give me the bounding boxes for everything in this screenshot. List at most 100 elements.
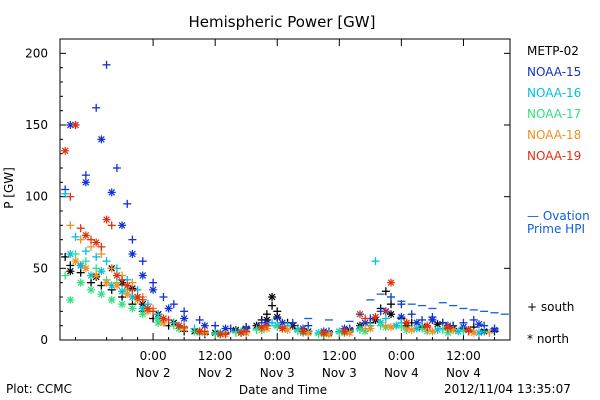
- x-tick-label-time: 12:00: [198, 349, 233, 363]
- data-point-south: [128, 235, 137, 244]
- data-point-south: [87, 278, 96, 287]
- ovation-series: [304, 293, 509, 323]
- legend-item: NOAA-17: [527, 107, 581, 121]
- data-point-south: [288, 318, 297, 327]
- data-point-south: [128, 285, 137, 294]
- data-point-south: [480, 327, 489, 336]
- ovation-label-line1: — Ovation: [527, 209, 590, 223]
- legend-item: NOAA-19: [527, 149, 581, 163]
- y-axis-label: P [GW]: [2, 167, 16, 209]
- data-point-south: [180, 307, 189, 316]
- data-point-north: [237, 328, 246, 337]
- data-point-north: [387, 310, 396, 319]
- data-point-south: [356, 325, 364, 334]
- data-point-north: [402, 318, 411, 327]
- data-point-north: [278, 324, 287, 333]
- data-point-south: [102, 257, 111, 266]
- data-point-north: [324, 330, 333, 339]
- data-point-south: [273, 314, 282, 323]
- x-tick-label-date: Nov 2: [136, 366, 171, 380]
- data-point-south: [97, 242, 106, 251]
- data-point-north: [423, 321, 432, 330]
- data-point-south: [107, 221, 116, 230]
- data-point-south: [169, 300, 178, 309]
- data-point-north: [123, 290, 132, 299]
- data-point-north: [107, 188, 116, 197]
- data-point-north: [257, 323, 266, 332]
- data-point-south: [149, 278, 158, 287]
- data-point-north: [149, 285, 158, 294]
- data-point-north: [81, 178, 90, 187]
- data-point-north: [159, 314, 168, 323]
- legend-item: NOAA-18: [527, 128, 581, 142]
- data-point-south: [381, 321, 390, 330]
- data-point-south: [159, 293, 168, 301]
- y-axis-ticks: 0 50 100 150 200: [25, 46, 510, 347]
- data-point-north: [128, 250, 137, 258]
- data-point-north: [107, 295, 116, 304]
- data-point-south: [180, 323, 189, 332]
- legend-item: NOAA-15: [527, 65, 581, 79]
- data-point-north: [128, 304, 137, 313]
- data-point-south: [112, 164, 121, 172]
- chart-title: Hemispheric Power [GW]: [189, 13, 376, 31]
- data-point-north: [216, 330, 225, 339]
- data-point-north: [366, 324, 375, 333]
- y-tick-label: 0: [40, 333, 48, 347]
- data-point-south: [81, 171, 90, 180]
- data-point-south: [381, 314, 390, 323]
- data-point-south: [361, 314, 370, 323]
- data-point-south: [107, 264, 116, 273]
- data-point-north: [61, 146, 70, 155]
- x-tick-label-date: Nov 3: [260, 366, 295, 380]
- data-point-north: [97, 135, 106, 144]
- data-point-south: [92, 103, 101, 112]
- data-point-south: [102, 60, 111, 69]
- data-point-north: [299, 327, 308, 336]
- data-point-north: [87, 285, 96, 294]
- data-point-south: [407, 310, 416, 319]
- data-point-south: [262, 321, 271, 330]
- data-point-north: [102, 278, 111, 287]
- data-point-south: [76, 268, 85, 277]
- data-point-north: [164, 304, 173, 313]
- data-point-north: [76, 261, 85, 270]
- data-point-north: [428, 327, 437, 336]
- footer-left: Plot: CCMC: [6, 382, 72, 396]
- data-point-north: [76, 278, 85, 287]
- data-point-south: [242, 327, 251, 336]
- data-point-north: [71, 121, 80, 129]
- data-point-north: [387, 323, 396, 332]
- plot-border: [59, 38, 511, 341]
- data-point-south: [381, 287, 390, 296]
- legend-item: NOAA-16: [527, 86, 581, 100]
- data-point-north: [118, 221, 127, 230]
- data-point-north: [118, 300, 127, 309]
- data-point-south: [76, 224, 85, 233]
- data-point-north: [407, 325, 416, 334]
- data-point-south: [92, 264, 101, 273]
- ovation-label-line2: Prime HPI: [527, 222, 585, 236]
- north-marker-label: * north: [527, 332, 569, 346]
- data-point-south: [81, 257, 90, 266]
- y-tick-label: 50: [33, 261, 48, 275]
- data-point-north: [200, 321, 209, 330]
- x-tick-label-date: Nov 4: [446, 366, 481, 380]
- data-point-north: [304, 328, 313, 337]
- data-point-south: [381, 307, 390, 316]
- data-point-north: [87, 271, 96, 280]
- data-point-north: [138, 271, 147, 280]
- data-point-north: [66, 267, 75, 276]
- data-point-south: [123, 199, 132, 208]
- data-point-south: [118, 275, 127, 284]
- data-point-north: [92, 238, 101, 247]
- data-point-south: [138, 257, 147, 266]
- data-point-north: [464, 325, 473, 334]
- data-point-south: [97, 250, 106, 258]
- x-tick-label-time: 0:00: [264, 349, 291, 363]
- footer-right: 2012/11/04 13:35:07: [444, 382, 571, 396]
- data-point-south: [211, 321, 220, 330]
- legend-item: METP-02: [527, 44, 579, 58]
- data-point-north: [123, 281, 132, 290]
- x-tick-label-time: 0:00: [388, 349, 415, 363]
